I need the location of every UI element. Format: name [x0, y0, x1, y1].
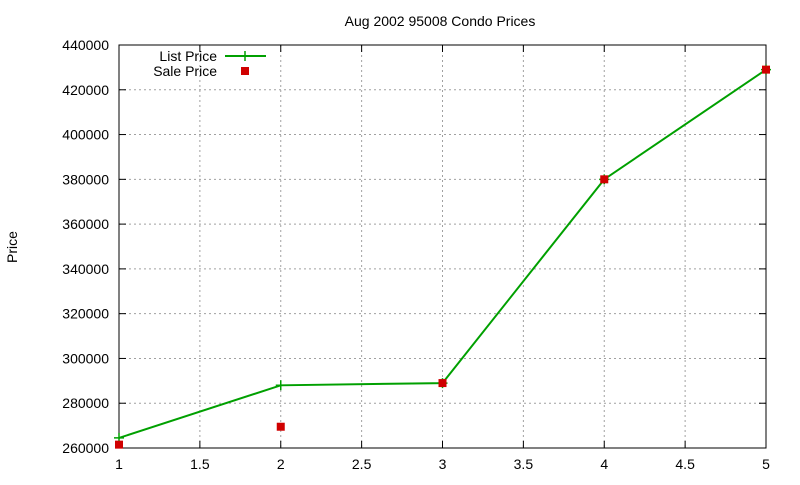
- x-tick-label: 1: [115, 456, 123, 472]
- x-tick-label: 1.5: [190, 456, 210, 472]
- plus-marker-icon: [240, 51, 250, 61]
- y-tick-label: 380000: [62, 171, 109, 187]
- y-tick-label: 440000: [62, 37, 109, 53]
- axis-ticks: 1 1.5 2 2.5 3 3.5 4 4.5 5 260000 280000 300000 32000…: [62, 37, 770, 472]
- x-tick-label: 4.5: [675, 456, 695, 472]
- square-marker-icon: [762, 65, 770, 74]
- y-tick-label: 260000: [62, 440, 109, 456]
- y-tick-label: 360000: [62, 216, 109, 232]
- legend-label: List Price: [159, 48, 217, 64]
- x-tick-label: 2.5: [352, 456, 372, 472]
- y-tick-label: 420000: [62, 82, 109, 98]
- chart-title: Aug 2002 95008 Condo Prices: [345, 13, 536, 29]
- y-tick-label: 400000: [62, 127, 109, 143]
- y-tick-label: 340000: [62, 261, 109, 277]
- square-marker-icon: [276, 422, 285, 431]
- x-tick-label: 4: [600, 456, 608, 472]
- plot-frame: [118, 44, 767, 449]
- plus-marker-icon: [275, 380, 286, 391]
- square-marker-icon: [241, 67, 249, 75]
- y-tick-label: 320000: [62, 306, 109, 322]
- legend-label: Sale Price: [153, 63, 217, 79]
- x-tick-label: 2: [277, 456, 285, 472]
- x-tick-label: 3: [439, 456, 447, 472]
- series: [114, 64, 771, 449]
- square-marker-icon: [600, 175, 609, 184]
- square-marker-icon: [438, 379, 447, 388]
- x-tick-label: 5: [762, 456, 770, 472]
- square-marker-icon: [115, 440, 123, 449]
- y-axis-label: Price: [4, 231, 20, 263]
- y-tick-label: 300000: [62, 350, 109, 366]
- y-tick-label: 280000: [62, 395, 109, 411]
- x-tick-label: 3.5: [514, 456, 534, 472]
